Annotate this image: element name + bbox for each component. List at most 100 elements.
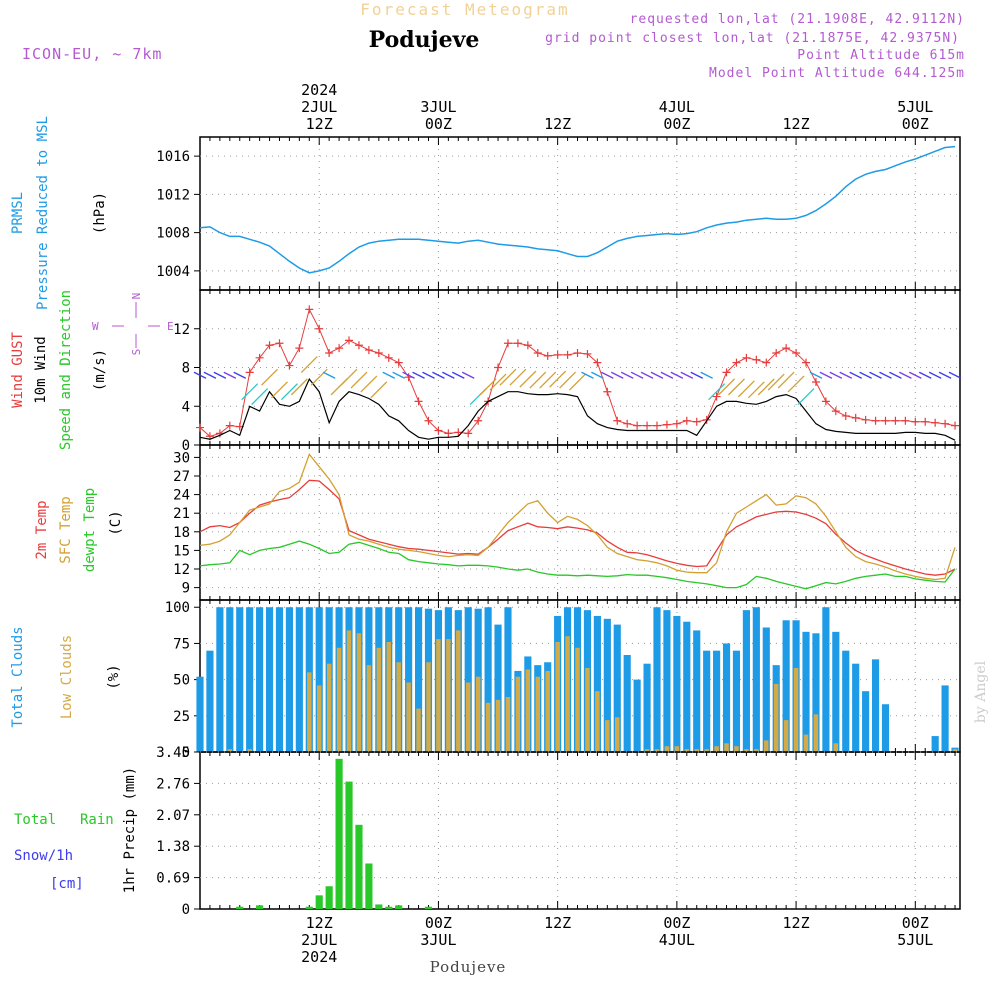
wind-arrow — [700, 371, 713, 379]
wind-arrow — [233, 371, 247, 379]
wind-arrow — [549, 370, 567, 388]
wind-arrow — [392, 371, 405, 379]
precipitation-panel: 0 0.69 1.38 2.07 2.76 3.45 — [156, 745, 961, 918]
low-cloud-bar — [724, 743, 729, 752]
pressure-label-prmsl: PRMSL — [10, 192, 26, 234]
wind-arrow — [650, 371, 664, 379]
total-cloud-bar — [782, 620, 790, 752]
y-tick-label: 21 — [173, 506, 190, 522]
total-cloud-bar — [703, 650, 711, 752]
gust-point — [871, 416, 880, 425]
total-cloud-bar — [832, 631, 840, 752]
wind-line — [199, 377, 956, 441]
low-cloud-bar — [803, 734, 809, 752]
gust-point — [692, 417, 701, 426]
precip-snow-label: Snow/1h — [14, 848, 73, 864]
total-cloud-bar — [881, 704, 890, 752]
total-cloud-bar — [713, 650, 721, 752]
gust-point — [345, 336, 354, 345]
wind-arrow — [889, 371, 902, 379]
gust-point — [752, 355, 761, 364]
wind-arrow — [640, 371, 654, 379]
rain-bar — [236, 906, 244, 909]
bottom-time-label: 00Z — [663, 914, 690, 932]
wind-arrow — [310, 368, 328, 386]
gust-point — [881, 416, 890, 425]
rain-bar — [305, 906, 313, 909]
gust-point — [841, 411, 850, 420]
precip-cm-label: [cm] — [50, 876, 84, 892]
wind-arrow — [412, 371, 425, 379]
wind-arrow — [757, 378, 775, 396]
wind-arrow — [300, 356, 318, 374]
gust-point — [553, 350, 562, 359]
y-tick-label: 0 — [182, 902, 190, 918]
gust-point — [196, 423, 204, 432]
wind-speed-label: Speed and Direction — [58, 290, 74, 450]
total-cloud-bar — [256, 607, 264, 752]
wind-arrow — [777, 371, 795, 389]
y-tick-label: 12 — [173, 322, 190, 338]
gust-point — [384, 353, 393, 362]
y-tick-label: 9 — [182, 581, 190, 597]
low-cloud-bar — [356, 633, 362, 752]
model-label: ICON-EU, ~ 7km — [22, 45, 162, 63]
wind-arrow — [271, 381, 288, 399]
gust-point — [921, 417, 930, 426]
gust-point — [861, 415, 870, 424]
gust-point — [891, 416, 900, 425]
wind-arrow — [322, 371, 336, 379]
low-cloud-bar — [615, 717, 620, 752]
low-cloud-bar — [227, 749, 233, 752]
low-cloud-bar — [764, 740, 769, 752]
dewpt-line — [199, 540, 956, 590]
wind-arrow — [581, 371, 594, 379]
gust-point — [275, 339, 284, 348]
y-tick-label: 24 — [173, 488, 190, 504]
wind-arrow — [461, 371, 475, 379]
low-cloud-bar — [734, 746, 739, 752]
gust-point — [593, 358, 602, 367]
gust-point — [464, 429, 473, 438]
wind-arrow — [899, 371, 912, 379]
y-tick-label: 1016 — [156, 149, 190, 165]
low-cloud-bar — [674, 746, 680, 752]
gust-point — [742, 353, 751, 362]
temp-2m-label: 2m Temp — [34, 500, 50, 559]
gust-point — [295, 344, 304, 353]
gust-point — [563, 350, 572, 359]
low-cloud-bar — [565, 636, 570, 752]
low-cloud-bar — [694, 749, 699, 752]
wind-arrow — [849, 371, 862, 379]
wind-arrow — [251, 388, 269, 406]
total-cloud-bar — [673, 615, 681, 752]
wind-arrow — [670, 371, 684, 379]
temp-labels: 2m Temp SFC Temp dewpt Temp (C) — [34, 488, 124, 572]
low-cloud-bar — [793, 668, 799, 752]
low-cloud-bar — [456, 630, 461, 752]
gust-point — [682, 416, 691, 425]
wind-arrow — [809, 371, 823, 379]
total-cloud-bar — [722, 643, 731, 752]
y-tick-label: 2.07 — [156, 808, 190, 824]
wind-arrow — [928, 371, 942, 379]
gust-point — [424, 416, 433, 425]
rain-bar — [325, 886, 333, 909]
rain-bar — [355, 824, 363, 909]
y-tick-label: 0 — [182, 438, 190, 454]
low-cloud-bar — [654, 749, 660, 752]
top-time-label: 5JUL — [897, 98, 933, 116]
temp-dewpt-label: dewpt Temp — [82, 488, 98, 572]
gust-point — [623, 419, 632, 428]
wind-arrow — [938, 371, 952, 379]
low-cloud-bar — [714, 746, 719, 752]
wind-arrow — [829, 371, 843, 379]
total-cloud-bar — [653, 607, 661, 752]
rain-bar — [345, 781, 353, 909]
pressure-panel: 1004 1008 1012 1016 — [156, 136, 961, 291]
gust-point — [712, 392, 721, 401]
low-cloud-bar — [446, 639, 451, 752]
bottom-time-label: 00Z — [425, 914, 452, 932]
total-cloud-bar — [871, 659, 880, 752]
point-altitude: Point Altitude 615m — [797, 48, 965, 63]
